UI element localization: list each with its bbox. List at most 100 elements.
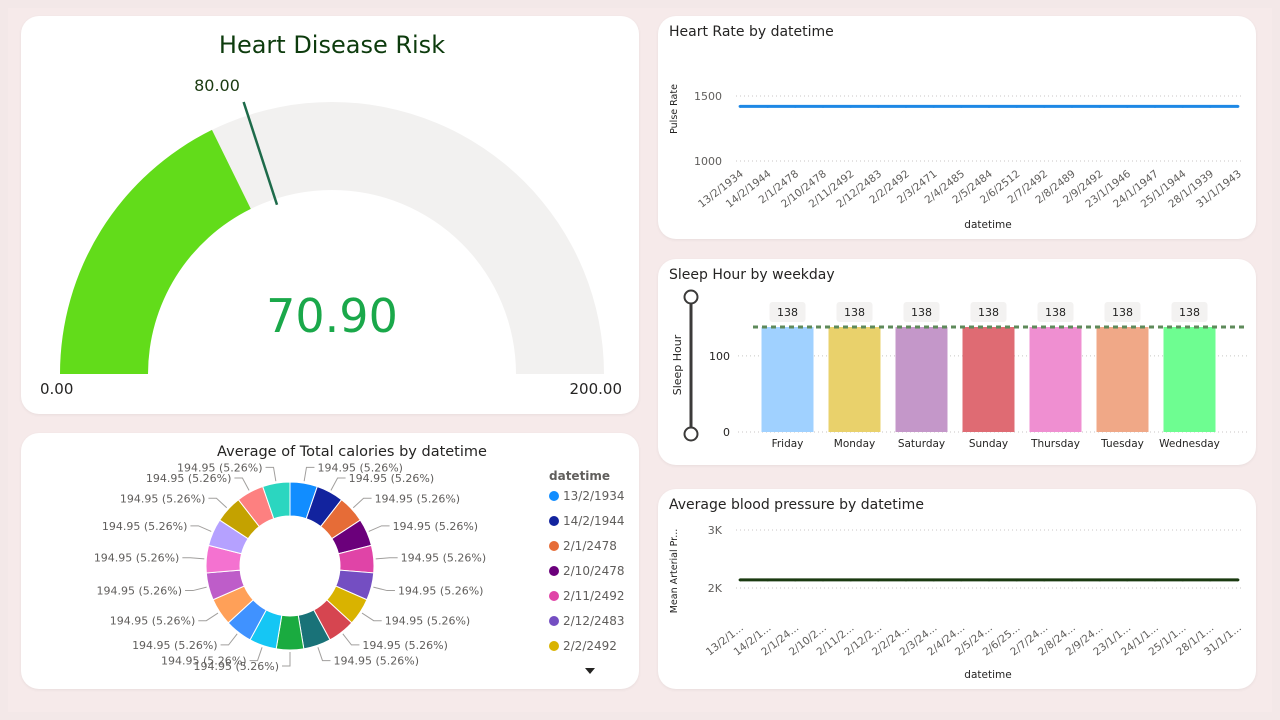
data-label: 138 bbox=[1112, 306, 1133, 319]
blood-pressure-visual[interactable]: Average blood pressure by datetime 3K 2K 1… bbox=[658, 489, 1256, 689]
heart-rate-visual[interactable]: Heart Rate by datetime 1500 1000 13/2/1934… bbox=[658, 16, 1256, 239]
y-tick-label: 1500 bbox=[694, 90, 722, 103]
y-tick-label: 3K bbox=[708, 524, 723, 537]
donut-slice bbox=[262, 481, 291, 520]
data-point bbox=[1181, 578, 1185, 582]
x-axis-title: datetime bbox=[964, 219, 1011, 231]
data-label-background bbox=[769, 302, 806, 322]
legend-label: 14/2/1944 bbox=[563, 514, 625, 528]
slice-leader-line bbox=[317, 647, 331, 662]
gauge-max-label: 200.00 bbox=[570, 380, 623, 398]
data-point bbox=[904, 105, 908, 108]
bar bbox=[1163, 327, 1216, 432]
slice-label: 194.95 (5.26%) bbox=[401, 552, 487, 565]
data-point bbox=[932, 105, 936, 108]
slice-label: 194.95 (5.26%) bbox=[375, 492, 461, 505]
data-point bbox=[987, 578, 991, 582]
y-axis-title: Pulse Rate bbox=[669, 84, 680, 134]
y-tick-label: 2K bbox=[708, 582, 723, 595]
slice-label: 194.95 (5.26%) bbox=[385, 615, 471, 628]
data-point bbox=[849, 105, 853, 108]
slice-label: 194.95 (5.26%) bbox=[393, 520, 479, 533]
data-point bbox=[1070, 578, 1074, 582]
slice-leader-line bbox=[342, 633, 360, 646]
x-tick-label: Sunday bbox=[969, 438, 1008, 450]
data-point bbox=[766, 105, 770, 108]
bar bbox=[761, 327, 814, 432]
legend-label: 2/10/2478 bbox=[563, 564, 625, 578]
legend-marker bbox=[549, 641, 559, 651]
legend-marker bbox=[549, 616, 559, 626]
gauge-chart: Heart Disease Risk 80.00 70.90 0.00 200.00 bbox=[40, 31, 623, 398]
data-point bbox=[1181, 105, 1185, 108]
legend-marker bbox=[549, 591, 559, 601]
heart-rate-line-chart: 1500100013/2/193414/2/19442/1/24782/10/2… bbox=[669, 84, 1244, 231]
slice-leader-line bbox=[198, 612, 219, 622]
x-tick-label: Thursday bbox=[1030, 438, 1080, 450]
data-label-background bbox=[903, 302, 940, 322]
bar bbox=[828, 327, 881, 432]
slice-label: 194.95 (5.26%) bbox=[97, 585, 183, 598]
legend-marker bbox=[549, 566, 559, 576]
donut-title: Average of Total calories by datetime bbox=[217, 444, 487, 460]
slice-leader-line bbox=[220, 633, 238, 646]
sleep-hour-visual[interactable]: Sleep Hour by weekday Sleep Hour 100 0 138 F… bbox=[658, 259, 1256, 465]
legend-title: datetime bbox=[549, 469, 610, 483]
bar bbox=[895, 327, 948, 432]
slice-leader-line bbox=[303, 466, 315, 482]
legend-marker bbox=[549, 541, 559, 551]
sleep-hour-title: Sleep Hour by weekday bbox=[669, 267, 835, 283]
sleep-hour-bar-chart: Sleep Hour 100 0 138 Friday 138 Monday 138 Satur… bbox=[671, 289, 1248, 450]
data-point bbox=[738, 578, 742, 582]
data-point bbox=[1125, 578, 1129, 582]
slice-label: 194.95 (5.26%) bbox=[333, 655, 419, 668]
gauge-visual[interactable]: Heart Disease Risk 80.00 70.90 0.00 200.00 bbox=[21, 16, 639, 414]
data-label: 138 bbox=[911, 306, 932, 319]
bar bbox=[1029, 327, 1082, 432]
x-tick-label: Wednesday bbox=[1159, 438, 1220, 450]
data-point bbox=[1153, 105, 1157, 108]
data-label: 138 bbox=[1179, 306, 1200, 319]
legend-marker bbox=[549, 491, 559, 501]
heart-rate-title: Heart Rate by datetime bbox=[669, 24, 834, 40]
x-axis-title: datetime bbox=[964, 669, 1011, 681]
x-tick-label: Friday bbox=[772, 438, 804, 450]
data-label: 138 bbox=[1045, 306, 1066, 319]
slice-leader-line bbox=[265, 466, 277, 482]
gauge-min-label: 0.00 bbox=[40, 380, 73, 398]
slice-label: 194.95 (5.26%) bbox=[102, 520, 188, 533]
data-point bbox=[766, 578, 770, 582]
slice-leader-line bbox=[361, 612, 382, 622]
legend-label: 13/2/1934 bbox=[563, 489, 625, 503]
slice-label: 194.95 (5.26%) bbox=[161, 655, 247, 668]
slice-label: 194.95 (5.26%) bbox=[317, 461, 403, 474]
calories-donut-visual[interactable]: Average of Total calories by datetime 194… bbox=[21, 433, 639, 689]
slice-leader-line bbox=[234, 477, 250, 491]
data-point bbox=[1042, 578, 1046, 582]
slice-label: 194.95 (5.26%) bbox=[146, 472, 232, 485]
gauge-title: Heart Disease Risk bbox=[219, 31, 445, 59]
slice-label: 194.95 (5.26%) bbox=[193, 660, 279, 673]
slice-leader-line bbox=[373, 586, 395, 592]
blood-pressure-title: Average blood pressure by datetime bbox=[669, 497, 924, 513]
slice-leader-line bbox=[185, 586, 207, 592]
data-point bbox=[959, 578, 963, 582]
data-point bbox=[1098, 578, 1102, 582]
x-tick-label: Saturday bbox=[898, 438, 945, 450]
slice-leader-line bbox=[368, 525, 390, 532]
data-label-background bbox=[1171, 302, 1208, 322]
legend-label: 2/2/2492 bbox=[563, 639, 617, 653]
slice-label: 194.95 (5.26%) bbox=[110, 615, 196, 628]
legend-scroll-down-icon bbox=[585, 668, 595, 674]
y-tick-label: 100 bbox=[709, 350, 730, 363]
gauge-value-arc bbox=[60, 129, 251, 374]
slice-leader-line bbox=[182, 557, 205, 560]
y-axis-title: Sleep Hour bbox=[671, 334, 684, 395]
slice-label: 194.95 (5.26%) bbox=[132, 639, 218, 652]
slice-leader-line bbox=[330, 477, 346, 491]
data-point bbox=[1015, 105, 1019, 108]
data-point bbox=[1070, 105, 1074, 108]
y-tick-label: 1000 bbox=[694, 155, 722, 168]
slice-leader-line bbox=[208, 497, 228, 509]
bar bbox=[1096, 327, 1149, 432]
